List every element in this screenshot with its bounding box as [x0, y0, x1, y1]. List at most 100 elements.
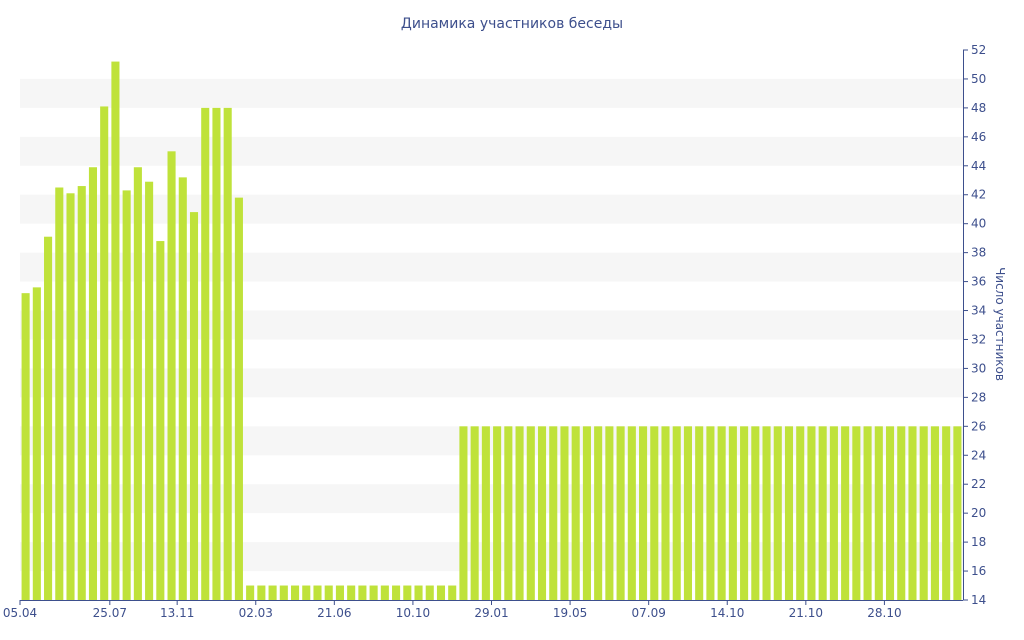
bar	[796, 426, 805, 600]
bar	[728, 426, 737, 600]
y-tick-label: 18	[971, 535, 986, 549]
bar	[212, 107, 221, 600]
bar	[111, 61, 120, 600]
y-tick-label: 34	[971, 304, 986, 318]
x-tick-label: 19.05	[553, 606, 587, 620]
bar	[66, 193, 75, 600]
x-tick-label: 14.10	[710, 606, 744, 620]
bar	[88, 167, 98, 600]
bar	[189, 212, 199, 600]
x-tick-label: 07.09	[631, 606, 665, 620]
x-tick-label: 02.03	[239, 606, 273, 620]
bar	[459, 426, 468, 600]
bar	[526, 426, 535, 600]
bar	[582, 426, 591, 600]
bar	[661, 426, 670, 600]
x-tick-label: 21.06	[317, 606, 351, 620]
bar	[818, 426, 827, 600]
y-tick-label: 16	[971, 564, 986, 578]
bar	[829, 426, 838, 600]
x-tick-label: 13.11	[160, 606, 194, 620]
bar	[223, 107, 232, 600]
bar	[358, 585, 367, 600]
y-tick-label: 14	[971, 593, 986, 607]
bar	[841, 426, 850, 600]
y-tick-label: 40	[971, 217, 986, 231]
bar	[751, 426, 760, 600]
x-tick-label: 10.10	[396, 606, 430, 620]
bar	[167, 151, 176, 600]
bar	[504, 426, 513, 600]
grid-band	[20, 78, 963, 108]
y-tick-label: 44	[971, 159, 986, 173]
y-tick-label: 46	[971, 130, 986, 144]
y-tick-label: 36	[971, 275, 986, 289]
grid-band	[20, 194, 963, 224]
bar	[347, 585, 356, 600]
grid-band	[20, 310, 963, 340]
y-tick-label: 52	[971, 43, 986, 57]
grid-bands	[20, 78, 963, 572]
grid-band	[20, 542, 963, 572]
bar	[55, 187, 64, 600]
bar	[695, 426, 704, 600]
bar	[145, 181, 154, 601]
bar	[852, 426, 861, 600]
bar	[784, 426, 794, 600]
bar	[279, 585, 288, 600]
bar	[133, 167, 142, 600]
bar	[493, 426, 502, 600]
bar	[627, 426, 636, 600]
bar	[616, 426, 625, 600]
bar	[885, 426, 895, 600]
bar	[414, 585, 423, 600]
chart-title: Динамика участников беседы	[401, 16, 623, 32]
bar	[32, 287, 41, 600]
bar	[740, 426, 749, 600]
bar	[335, 585, 344, 600]
bar	[324, 585, 333, 600]
bar	[639, 426, 648, 600]
bar	[470, 426, 479, 600]
bar	[807, 426, 816, 600]
bar	[201, 107, 210, 600]
y-tick-label: 30	[971, 361, 986, 375]
bar	[369, 585, 378, 600]
bar	[313, 585, 322, 600]
bar	[481, 426, 490, 600]
x-tick-label: 21.10	[789, 606, 823, 620]
bar	[403, 585, 412, 600]
y-axis-label: Число участников	[993, 267, 1007, 381]
grid-band	[20, 252, 963, 282]
y-tick-label: 42	[971, 188, 986, 202]
grid-band	[20, 484, 963, 514]
bar	[156, 241, 165, 601]
bar	[257, 585, 266, 600]
bar	[537, 426, 547, 600]
bar	[77, 186, 86, 601]
bar	[571, 426, 580, 600]
y-tick-label: 32	[971, 332, 986, 346]
bar	[919, 426, 928, 600]
bar	[605, 426, 614, 600]
bar	[942, 426, 951, 600]
bar	[122, 190, 131, 601]
bar	[425, 585, 434, 600]
bar	[100, 106, 109, 601]
bar	[594, 426, 603, 600]
bar	[773, 426, 782, 600]
bar	[706, 426, 715, 600]
bar	[672, 426, 681, 600]
y-tick-label: 48	[971, 101, 986, 115]
bar	[268, 585, 277, 600]
y-tick-label: 26	[971, 419, 986, 433]
x-axis: 05.04 25.07 13.11 02.03 21.06 10.10 29.01 19.05…	[3, 600, 963, 620]
bar	[302, 585, 311, 600]
y-axis: 14 16 18 20 22 24 26 28 30 32 34 36 38 40 42 44 46 48 50 52	[963, 43, 986, 607]
grid-band	[20, 136, 963, 166]
grid-band	[20, 368, 963, 398]
bar	[178, 177, 187, 601]
bar	[908, 426, 917, 600]
bar	[650, 426, 659, 600]
